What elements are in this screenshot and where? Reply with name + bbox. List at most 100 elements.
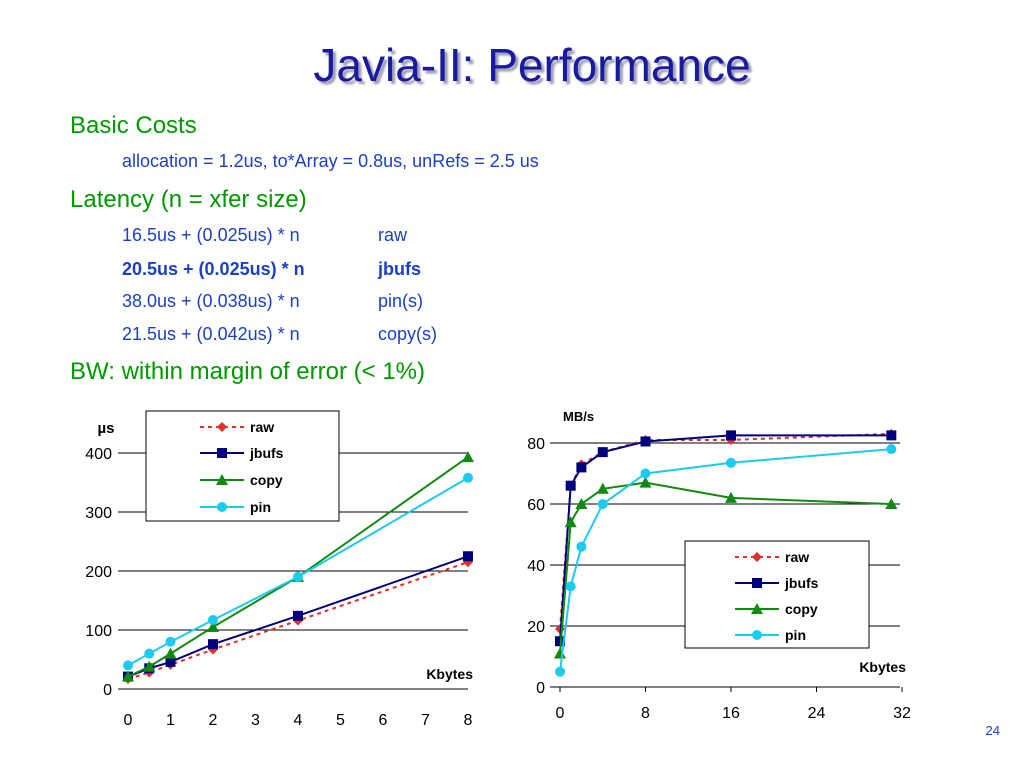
legend-box bbox=[684, 540, 870, 649]
x-axis-title: Kbytes bbox=[426, 666, 473, 682]
x-tick-label: 1 bbox=[166, 712, 175, 729]
latency-raw-label: raw bbox=[378, 225, 408, 245]
y-tick-label: 80 bbox=[527, 436, 545, 453]
data-point-jbufs bbox=[463, 551, 473, 562]
data-point-pin bbox=[597, 499, 608, 509]
series-pin bbox=[123, 472, 473, 671]
legend-marker-pin bbox=[217, 502, 227, 512]
x-tick-label: 7 bbox=[421, 712, 430, 729]
data-point-pin bbox=[463, 472, 473, 483]
y-tick-label: 60 bbox=[527, 497, 545, 514]
data-point-jbufs bbox=[293, 610, 303, 621]
data-point-jbufs bbox=[165, 656, 176, 667]
latency-jbufs-formula: 20.5us + (0.025us) * n bbox=[122, 259, 305, 279]
data-point-pin bbox=[726, 457, 736, 468]
latency-jbufs-label: jbufs bbox=[378, 259, 421, 279]
latency-chart: 0 100 200 300 400 0 1 2 3 4 5 6 7 8 µs Kbytes raw jbufs co… bbox=[85, 410, 474, 729]
x-tick-label: 32 bbox=[893, 705, 911, 722]
y-axis-title: MB/s bbox=[563, 409, 594, 424]
legend-label-jbufs: jbufs bbox=[249, 445, 284, 461]
legend-label-raw: raw bbox=[250, 419, 274, 435]
x-tick-label: 4 bbox=[294, 712, 303, 729]
x-tick-label: 16 bbox=[722, 705, 740, 722]
latency-copy-formula: 21.5us + (0.042us) * n bbox=[122, 324, 300, 344]
x-tick-label: 0 bbox=[556, 705, 565, 722]
data-point-copy bbox=[575, 498, 588, 509]
y-tick-label: 400 bbox=[85, 446, 112, 463]
legend-marker-raw bbox=[752, 552, 762, 562]
data-point-copy bbox=[554, 647, 566, 659]
y-tick-label: 200 bbox=[85, 564, 112, 581]
data-point-jbufs bbox=[208, 639, 218, 650]
data-point-copy bbox=[143, 660, 156, 672]
page-number: 24 bbox=[985, 723, 1000, 738]
data-point-copy bbox=[885, 498, 898, 509]
data-point-jbufs bbox=[640, 436, 651, 447]
latency-copy-label: copy(s) bbox=[378, 324, 438, 344]
series-copy bbox=[122, 451, 474, 682]
legend-marker-copy bbox=[216, 474, 228, 485]
legend-marker-pin bbox=[752, 630, 762, 640]
data-point-jbufs bbox=[576, 462, 587, 473]
latency-pin-formula: 38.0us + (0.038us) * n bbox=[122, 291, 300, 311]
x-tick-label: 6 bbox=[379, 712, 388, 729]
legend-marker-jbufs bbox=[217, 448, 227, 458]
slide-title: Javia-II: Performance bbox=[313, 39, 751, 91]
x-axis-title: Kbytes bbox=[859, 659, 906, 675]
data-point-copy bbox=[639, 476, 652, 488]
x-tick-label: 5 bbox=[336, 712, 345, 729]
data-point-copy bbox=[462, 451, 474, 463]
latency-heading: Latency (n = xfer size) bbox=[70, 186, 307, 213]
chart-legend: raw jbufs copy pin bbox=[145, 410, 340, 522]
chart-legend: raw jbufs copy pin bbox=[684, 540, 870, 649]
legend-label-copy: copy bbox=[250, 472, 283, 488]
data-point-pin bbox=[165, 636, 176, 647]
x-tick-label: 24 bbox=[808, 705, 826, 722]
basic-costs-heading: Basic Costs bbox=[70, 112, 197, 139]
x-tick-label: 8 bbox=[464, 712, 473, 729]
bw-heading: BW: within margin of error (< 1%) bbox=[70, 358, 425, 385]
legend-label-raw: raw bbox=[785, 549, 809, 565]
data-point-copy bbox=[122, 670, 134, 682]
latency-pin-label: pin(s) bbox=[378, 291, 424, 311]
data-point-copy bbox=[207, 621, 219, 633]
data-point-pin bbox=[555, 666, 565, 677]
data-point-pin bbox=[293, 571, 303, 582]
x-tick-label: 2 bbox=[209, 712, 218, 729]
y-axis-title: µs bbox=[98, 420, 115, 437]
legend-marker-raw bbox=[217, 422, 227, 432]
legend-marker-jbufs bbox=[752, 578, 762, 588]
data-point-pin bbox=[640, 468, 651, 479]
data-point-jbufs bbox=[886, 430, 897, 441]
data-point-copy bbox=[564, 516, 577, 528]
legend-marker-copy bbox=[751, 603, 763, 614]
data-point-pin bbox=[565, 581, 576, 592]
bandwidth-chart: 0 20 40 60 80 0 8 16 24 32 MB/s Kbytes raw jbufs copy p… bbox=[527, 409, 911, 722]
data-point-pin bbox=[886, 444, 897, 455]
data-point-pin bbox=[123, 660, 133, 671]
y-tick-label: 0 bbox=[536, 680, 545, 697]
data-point-pin bbox=[144, 648, 155, 659]
legend-label-jbufs: jbufs bbox=[784, 575, 819, 591]
data-point-copy bbox=[725, 491, 737, 503]
y-tick-label: 100 bbox=[85, 623, 112, 640]
y-tick-label: 20 bbox=[527, 619, 545, 636]
data-point-jbufs bbox=[597, 447, 608, 458]
x-tick-label: 3 bbox=[251, 712, 260, 729]
data-point-pin bbox=[576, 541, 587, 552]
y-tick-label: 300 bbox=[85, 505, 112, 522]
data-point-jbufs bbox=[726, 430, 736, 441]
basic-costs-detail: allocation = 1.2us, to*Array = 0.8us, un… bbox=[122, 151, 539, 171]
legend-box bbox=[145, 410, 340, 522]
legend-label-pin: pin bbox=[785, 627, 806, 643]
x-tick-label: 8 bbox=[641, 705, 650, 722]
legend-label-copy: copy bbox=[785, 601, 818, 617]
data-point-pin bbox=[208, 614, 218, 625]
data-point-jbufs bbox=[565, 480, 576, 491]
series-pin bbox=[555, 444, 897, 677]
x-tick-label: 0 bbox=[124, 712, 133, 729]
data-point-copy bbox=[596, 482, 609, 494]
data-point-copy bbox=[164, 647, 177, 659]
y-tick-label: 0 bbox=[103, 682, 112, 699]
